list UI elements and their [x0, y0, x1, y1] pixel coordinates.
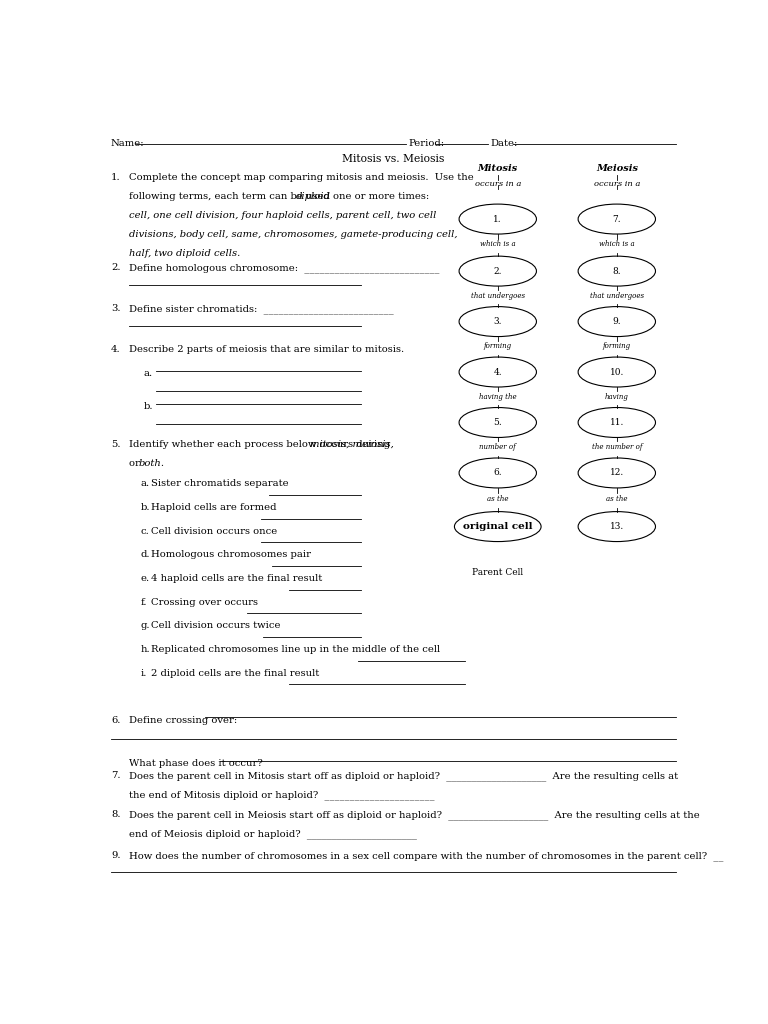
- Text: original cell: original cell: [463, 522, 532, 531]
- Text: 8.: 8.: [111, 810, 121, 819]
- Text: 2.: 2.: [111, 263, 121, 272]
- Text: or: or: [129, 459, 143, 468]
- Text: 4 haploid cells are the final result: 4 haploid cells are the final result: [151, 573, 323, 583]
- Text: Define crossing over:: Define crossing over:: [129, 716, 243, 725]
- Text: b.: b.: [141, 503, 150, 512]
- Text: a.: a.: [144, 369, 153, 378]
- Text: Period:: Period:: [409, 139, 445, 148]
- Text: occurs in a: occurs in a: [475, 180, 521, 188]
- Text: 4.: 4.: [494, 368, 502, 377]
- Text: that undergoes: that undergoes: [471, 292, 525, 300]
- Text: end of Meiosis diploid or haploid?  ______________________: end of Meiosis diploid or haploid? _____…: [129, 829, 416, 839]
- Text: the end of Mitosis diploid or haploid?  ______________________: the end of Mitosis diploid or haploid? _…: [129, 790, 434, 800]
- Text: the number of: the number of: [591, 443, 642, 451]
- Text: 3.: 3.: [494, 317, 502, 326]
- Text: Date:: Date:: [491, 139, 518, 148]
- Text: e.: e.: [141, 573, 150, 583]
- Text: Describe 2 parts of meiosis that are similar to mitosis.: Describe 2 parts of meiosis that are sim…: [129, 345, 404, 354]
- Text: cell, one cell division, four haploid cells, parent cell, two cell: cell, one cell division, four haploid ce…: [129, 211, 436, 220]
- Text: Mitosis: Mitosis: [478, 164, 518, 173]
- Text: c.: c.: [141, 526, 150, 536]
- Text: Cell division occurs once: Cell division occurs once: [151, 526, 277, 536]
- Text: Haploid cells are formed: Haploid cells are formed: [151, 503, 276, 512]
- Text: diploid: diploid: [296, 193, 331, 202]
- Text: Replicated chromosomes line up in the middle of the cell: Replicated chromosomes line up in the mi…: [151, 645, 441, 654]
- Text: 13.: 13.: [610, 522, 624, 531]
- Text: h.: h.: [141, 645, 151, 654]
- Text: Identify whether each process below occurs during: Identify whether each process below occu…: [129, 440, 393, 449]
- Text: Crossing over occurs: Crossing over occurs: [151, 598, 258, 606]
- Text: 1.: 1.: [111, 173, 121, 182]
- Text: both.: both.: [139, 459, 165, 468]
- Text: having: having: [605, 392, 629, 400]
- Text: as the: as the: [487, 495, 508, 503]
- Text: 9.: 9.: [613, 317, 621, 326]
- Text: Define sister chromatids:  __________________________: Define sister chromatids: ______________…: [129, 304, 393, 314]
- Text: forming: forming: [603, 342, 631, 350]
- Text: 6.: 6.: [494, 468, 502, 477]
- Text: 10.: 10.: [610, 368, 624, 377]
- Text: that undergoes: that undergoes: [590, 292, 644, 300]
- Text: divisions, body cell, same, chromosomes, gamete-producing cell,: divisions, body cell, same, chromosomes,…: [129, 230, 457, 240]
- Text: What phase does it occur?: What phase does it occur?: [129, 759, 269, 768]
- Text: 3.: 3.: [111, 304, 121, 313]
- Text: which is a: which is a: [599, 241, 634, 249]
- Text: Parent Cell: Parent Cell: [472, 568, 523, 578]
- Text: 1.: 1.: [494, 215, 502, 223]
- Text: 7.: 7.: [111, 771, 121, 780]
- Text: 5.: 5.: [493, 418, 502, 427]
- Text: g.: g.: [141, 622, 150, 630]
- Text: Sister chromatids separate: Sister chromatids separate: [151, 479, 289, 488]
- Text: Define homologous chromosome:  ___________________________: Define homologous chromosome: __________…: [129, 263, 439, 273]
- Text: 9.: 9.: [111, 851, 121, 860]
- Text: 11.: 11.: [610, 418, 624, 427]
- Text: 4.: 4.: [111, 345, 121, 354]
- Text: f.: f.: [141, 598, 147, 606]
- Text: i.: i.: [141, 669, 147, 678]
- Text: 2 diploid cells are the final result: 2 diploid cells are the final result: [151, 669, 319, 678]
- Text: Complete the concept map comparing mitosis and meiosis.  Use the: Complete the concept map comparing mitos…: [129, 173, 474, 182]
- Text: as the: as the: [606, 495, 627, 503]
- Text: a.: a.: [141, 479, 150, 488]
- Text: How does the number of chromosomes in a sex cell compare with the number of chro: How does the number of chromosomes in a …: [129, 851, 723, 861]
- Text: Name:: Name:: [111, 139, 144, 148]
- Text: occurs in a: occurs in a: [594, 180, 640, 188]
- Text: forming: forming: [484, 342, 511, 350]
- Text: following terms, each term can be used one or more times:: following terms, each term can be used o…: [129, 193, 435, 202]
- Text: 5.: 5.: [111, 440, 121, 449]
- Text: half, two diploid cells.: half, two diploid cells.: [129, 249, 240, 258]
- Text: Does the parent cell in Meiosis start off as diploid or haploid?  ______________: Does the parent cell in Meiosis start of…: [129, 810, 700, 820]
- Text: having the: having the: [479, 392, 517, 400]
- Text: d.: d.: [141, 550, 150, 559]
- Text: 2.: 2.: [494, 266, 502, 275]
- Text: 7.: 7.: [613, 215, 621, 223]
- Text: number of: number of: [479, 443, 516, 451]
- Text: Meiosis: Meiosis: [596, 164, 637, 173]
- Text: Homologous chromosomes pair: Homologous chromosomes pair: [151, 550, 311, 559]
- Text: Does the parent cell in Mitosis start off as diploid or haploid?  ______________: Does the parent cell in Mitosis start of…: [129, 771, 678, 780]
- Text: 6.: 6.: [111, 716, 121, 725]
- Text: 8.: 8.: [613, 266, 621, 275]
- Text: 12.: 12.: [610, 468, 624, 477]
- Text: b.: b.: [144, 402, 153, 411]
- Text: which is a: which is a: [480, 241, 515, 249]
- Text: Cell division occurs twice: Cell division occurs twice: [151, 622, 281, 630]
- Text: Mitosis vs. Meiosis: Mitosis vs. Meiosis: [343, 155, 445, 165]
- Text: mitosis, meiosis,: mitosis, meiosis,: [310, 440, 394, 449]
